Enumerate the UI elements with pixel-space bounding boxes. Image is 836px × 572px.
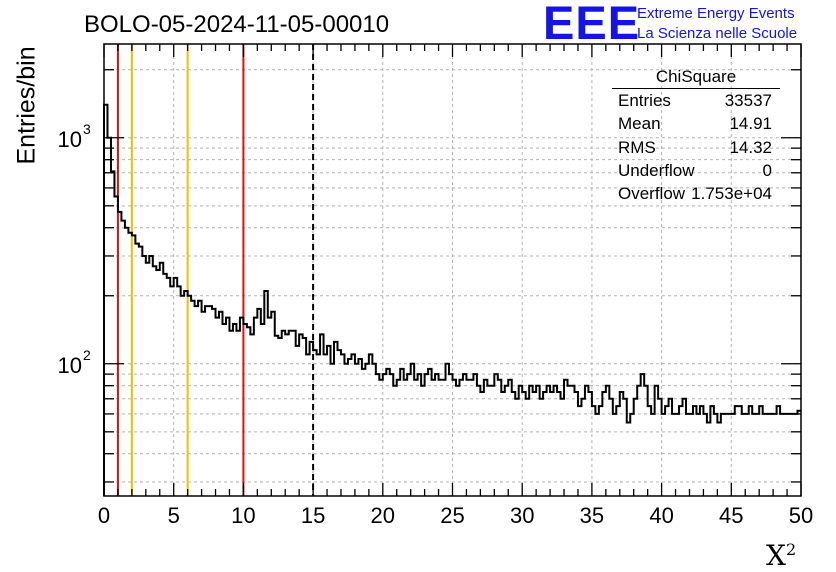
stats-label: Overflow [618, 184, 686, 204]
run-title: BOLO-05-2024-11-05-00010 [84, 11, 390, 38]
logo-subtitle-1: Extreme Energy Events [637, 5, 795, 22]
x-tick-label: 40 [649, 503, 673, 528]
x-tick-label: 20 [371, 503, 395, 528]
stats-label: RMS [618, 137, 656, 157]
histogram-bars [103, 103, 801, 496]
x-axis-superscript: 2 [785, 540, 797, 559]
stats-value: 1.753e+04 [691, 184, 772, 204]
stats-box: ChiSquare Entries 33537 Mean 14.91 RMS 1… [612, 66, 780, 207]
x-tick-label: 50 [789, 503, 813, 528]
x-tick-label: 45 [719, 503, 743, 528]
y-tick-label: 10 [58, 127, 82, 152]
stats-value: 14.32 [729, 137, 772, 157]
stats-value: 0 [762, 160, 772, 180]
histogram-step-line [103, 103, 801, 496]
y-axis-label: Entries/bin [12, 46, 41, 165]
stats-row-rms: RMS 14.32 [612, 138, 780, 161]
y-tick-exponent: 2 [83, 347, 91, 363]
stats-row-entries: Entries 33537 [612, 91, 780, 114]
x-tick-label: 5 [168, 503, 180, 528]
stats-title: ChiSquare [612, 66, 780, 89]
x-tick-label: 25 [440, 503, 464, 528]
stats-value: 14.91 [729, 114, 772, 134]
x-axis-symbol: X [766, 539, 786, 572]
x-axis-label: X2 [766, 539, 796, 572]
stats-row-underflow: Underflow 0 [612, 161, 780, 184]
y-tick-label: 10 [58, 353, 82, 378]
x-tick-label: 10 [231, 503, 255, 528]
axis-ticks [103, 44, 802, 496]
logo-subtitle-2: La Scienza nelle Scuole [637, 25, 798, 42]
cut-lines [116, 44, 315, 496]
stats-row-mean: Mean 14.91 [612, 114, 780, 137]
eee-logo: EEE [543, 0, 641, 49]
x-tick-label: 35 [580, 503, 604, 528]
stats-label: Entries [618, 91, 671, 110]
stats-row-overflow: Overflow 1.753e+04 [612, 184, 780, 207]
stats-value: 33537 [724, 91, 772, 110]
stats-label: Mean [618, 114, 661, 134]
x-tick-label: 15 [301, 503, 325, 528]
stats-label: Underflow [618, 160, 695, 180]
x-tick-label: 30 [510, 503, 534, 528]
x-tick-label: 0 [98, 503, 110, 528]
y-tick-exponent: 3 [83, 121, 91, 137]
